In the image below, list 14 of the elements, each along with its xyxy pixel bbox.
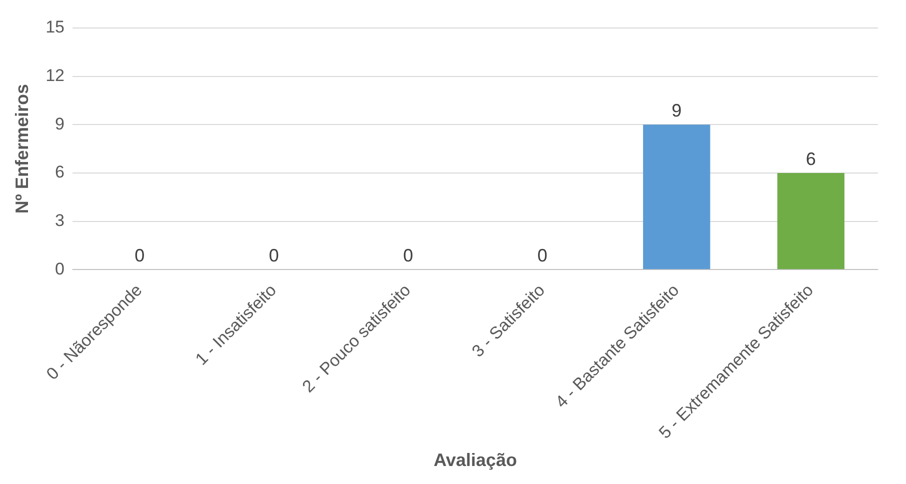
x-axis-title: Avaliação bbox=[434, 450, 517, 470]
y-tick-label: 3 bbox=[55, 211, 65, 230]
data-label: 6 bbox=[806, 148, 816, 169]
data-label: 9 bbox=[672, 100, 682, 121]
y-tick-label: 15 bbox=[46, 18, 65, 37]
data-label: 0 bbox=[537, 246, 548, 266]
data-label: 0 bbox=[134, 246, 145, 266]
y-tick-label: 12 bbox=[46, 66, 65, 86]
y-tick-label: 9 bbox=[55, 114, 65, 134]
y-tick-label: 0 bbox=[55, 259, 65, 278]
data-label: 0 bbox=[403, 246, 414, 266]
y-axis-title: Nº Enfermeiros bbox=[12, 84, 32, 214]
y-tick-label: 6 bbox=[55, 162, 65, 182]
data-label: 0 bbox=[268, 246, 279, 266]
